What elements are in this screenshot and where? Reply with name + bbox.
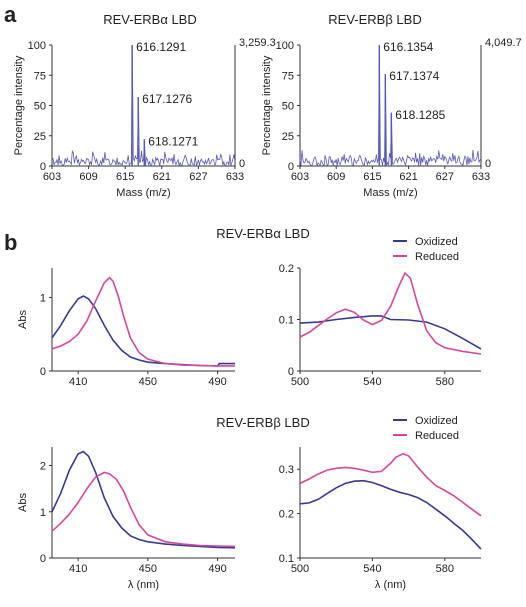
ms_alpha-right-bottom-label: 0 (239, 158, 245, 170)
abs_beta_q-y-tick-label: 0.2 (279, 509, 294, 521)
ms_beta-y-tick-label: 100 (276, 40, 294, 52)
abs_beta_q-series-reduced (299, 452, 482, 517)
ms-title-beta: REV-ERBβ LBD (328, 12, 421, 27)
abs_beta_soret-x-tick-label: 450 (139, 563, 157, 575)
abs_beta_soret-series-reduced (51, 471, 236, 548)
ms_alpha-x-tick-label: 633 (226, 171, 244, 183)
ms_alpha-x-tick-label: 609 (79, 171, 97, 183)
ms-title-alpha: REV-ERBα LBD (103, 12, 197, 27)
ms_beta-y-tick-label: 75 (282, 70, 294, 82)
ms_beta-x-tick-label: 621 (399, 171, 417, 183)
ms_alpha-spectrum-line (51, 44, 236, 167)
abs_beta_soret-x-axis-label: λ (nm) (128, 579, 159, 591)
abs_alpha_soret-x-tick-label: 490 (208, 376, 226, 388)
ms_alpha-peak-label: 618.1271 (148, 134, 198, 148)
abs_beta_soret-series-oxidized (51, 450, 236, 549)
abs_alpha_q-x-tick-label: 500 (291, 376, 309, 388)
ms_alpha-peak-label: 616.1291 (136, 40, 186, 54)
ms_beta-y-axis-label: Percentage intensity (261, 55, 273, 155)
abs_alpha_q-series-oxidized (299, 315, 482, 350)
ms_beta-y-tick-label: 0 (288, 161, 294, 173)
abs-title-beta: REV-ERBβ LBD (216, 415, 309, 430)
ms_alpha-x-tick-label: 627 (189, 171, 207, 183)
abs_beta_soret-y-tick-label: 0 (40, 553, 46, 565)
ms_alpha-right-top-label: 3,259.3 (239, 37, 276, 49)
abs_beta_q-series-oxidized (299, 479, 482, 550)
abs_alpha_soret-y-tick-label: 1 (40, 292, 46, 304)
abs_beta_soret-y-tick-label: 1 (40, 507, 46, 519)
ms_beta-x-tick-label: 603 (291, 171, 309, 183)
ms_alpha-y-axis-label: Percentage intensity (13, 55, 25, 155)
abs_alpha_soret-x-tick-label: 450 (139, 376, 157, 388)
ms_beta-y-tick-label: 25 (282, 131, 294, 143)
panel-label-a: a (4, 2, 17, 27)
ms_beta-peak-label: 616.1354 (383, 40, 433, 54)
abs_alpha_q-legend-label: Oxidized (415, 236, 458, 248)
ms_beta-peak-label: 617.1374 (389, 69, 439, 83)
ms_alpha-y-tick-label: 25 (34, 131, 46, 143)
ms_alpha-y-tick-label: 50 (34, 101, 46, 113)
ms_alpha-y-tick-label: 75 (34, 70, 46, 82)
abs_alpha_q-legend-label: Reduced (415, 251, 459, 263)
ms_alpha-peak-label: 617.1276 (142, 92, 192, 106)
abs_beta_soret-y-tick-label: 2 (40, 461, 46, 473)
panel-label-b: b (4, 230, 17, 255)
abs_alpha_soret-y-axis-label: Abs (17, 310, 29, 329)
ms_beta-x-tick-label: 615 (363, 171, 381, 183)
ms_beta-x-tick-label: 633 (472, 171, 490, 183)
ms_alpha-y-tick-label: 100 (28, 40, 46, 52)
abs-title-alpha: REV-ERBα LBD (216, 226, 310, 241)
ms_beta-x-axis-label: Mass (m/z) (363, 187, 417, 199)
ms_beta-spectrum-line (299, 44, 482, 168)
abs_beta_q-x-tick-label: 540 (363, 563, 381, 575)
abs_alpha_q-y-tick-label: 0 (288, 366, 294, 378)
abs_alpha_q-y-tick-label: 0.1 (279, 315, 294, 327)
abs_beta_q-legend-label: Reduced (415, 430, 459, 442)
abs_beta_soret-x-tick-label: 410 (69, 563, 87, 575)
ms_alpha-x-tick-label: 621 (153, 171, 171, 183)
abs_alpha_q-y-tick-label: 0.2 (279, 263, 294, 275)
abs_beta_q-y-tick-label: 0.3 (279, 464, 294, 476)
abs_beta_q-x-tick-label: 580 (436, 563, 454, 575)
ms_beta-peak-label: 618.1285 (395, 108, 445, 122)
abs_beta_soret-x-tick-label: 490 (208, 563, 226, 575)
ms_alpha-x-tick-label: 615 (116, 171, 134, 183)
abs_beta_q-x-axis-label: λ (nm) (375, 579, 406, 591)
abs_alpha_soret-series-reduced (51, 276, 235, 367)
abs_alpha_q-x-tick-label: 540 (363, 376, 381, 388)
ms_beta-right-top-label: 4,049.7 (485, 37, 522, 49)
abs_beta_q-x-tick-label: 500 (291, 563, 309, 575)
ms_beta-x-tick-label: 627 (436, 171, 454, 183)
ms_alpha-x-tick-label: 603 (43, 171, 61, 183)
abs_alpha_q-series-reduced (299, 271, 482, 355)
abs_beta_soret-y-axis-label: Abs (17, 493, 29, 512)
abs_alpha_soret-x-tick-label: 410 (69, 376, 87, 388)
ms_beta-y-tick-label: 50 (282, 101, 294, 113)
abs_alpha_q-x-tick-label: 580 (436, 376, 454, 388)
ms_beta-right-bottom-label: 0 (485, 158, 491, 170)
abs_beta_q-legend-label: Oxidized (415, 415, 458, 427)
ms_alpha-y-tick-label: 0 (40, 161, 46, 173)
abs_beta_q-y-tick-label: 0.1 (279, 553, 294, 565)
ms_alpha-x-axis-label: Mass (m/z) (116, 187, 170, 199)
ms_beta-x-tick-label: 609 (327, 171, 345, 183)
abs_alpha_soret-y-tick-label: 0 (40, 366, 46, 378)
